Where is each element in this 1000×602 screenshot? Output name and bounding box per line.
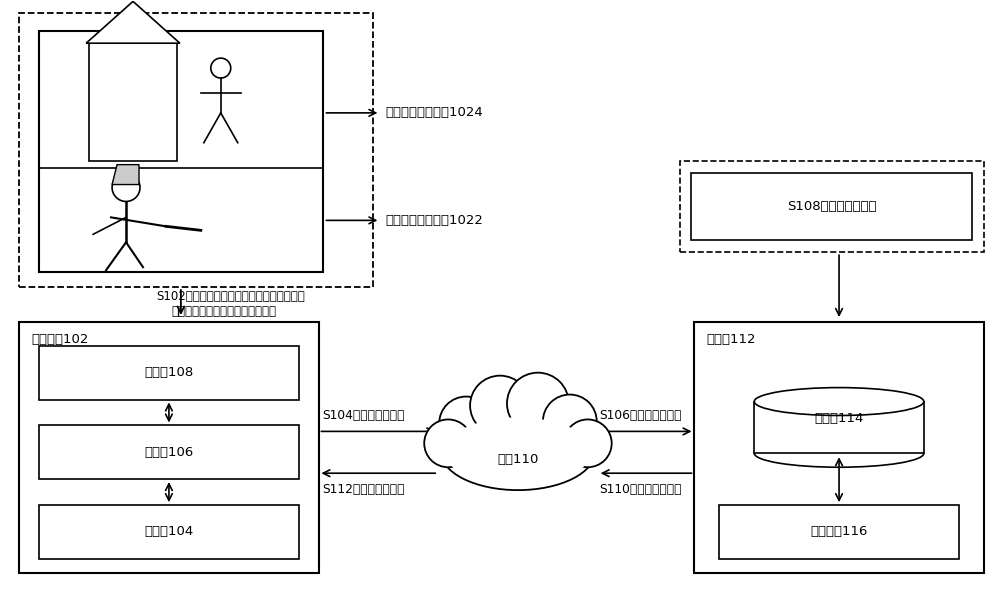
Bar	[19, 322, 319, 573]
Bar	[694, 322, 984, 573]
Polygon shape	[86, 1, 180, 43]
Bar	[680, 161, 984, 252]
Ellipse shape	[754, 439, 924, 467]
Circle shape	[543, 394, 597, 448]
Bar	[39, 31, 323, 272]
Bar	[39, 426, 299, 479]
Circle shape	[211, 58, 231, 78]
Text: 拟操作对象的攻击操作的命中信息: 拟操作对象的攻击操作的命中信息	[171, 305, 276, 318]
Text: 第一虚拟操作对象1022: 第一虚拟操作对象1022	[385, 214, 483, 227]
Text: S110，发送显示指令: S110，发送显示指令	[600, 483, 682, 495]
Circle shape	[112, 173, 140, 202]
Text: 网络110: 网络110	[497, 453, 539, 466]
Text: 存储器104: 存储器104	[144, 526, 194, 538]
Text: S102，获取第二虚拟操作对象相对于从属虚: S102，获取第二虚拟操作对象相对于从属虚	[156, 290, 305, 303]
Bar	[89, 43, 177, 161]
Bar	[691, 173, 972, 240]
Text: 用户设备102: 用户设备102	[31, 334, 89, 346]
Circle shape	[424, 420, 472, 467]
Text: 处理器106: 处理器106	[144, 446, 194, 459]
Text: 显示器108: 显示器108	[144, 366, 194, 379]
Text: S112，发送显示指令: S112，发送显示指令	[322, 483, 405, 495]
Polygon shape	[112, 164, 139, 185]
Circle shape	[507, 373, 569, 435]
Circle shape	[564, 420, 612, 467]
Text: 数据库114: 数据库114	[814, 412, 864, 425]
Bar	[39, 346, 299, 400]
Bar	[757, 389, 921, 403]
Text: 处理引擎116: 处理引擎116	[810, 526, 868, 538]
Bar	[719, 505, 959, 559]
Circle shape	[439, 397, 493, 450]
Bar	[19, 13, 373, 287]
Circle shape	[470, 376, 530, 435]
Ellipse shape	[444, 417, 592, 485]
Bar	[754, 402, 924, 453]
Text: 从属虚拟操作对象1024: 从属虚拟操作对象1024	[385, 107, 483, 119]
Text: S106，发送命中信息: S106，发送命中信息	[600, 409, 682, 422]
Ellipse shape	[754, 388, 924, 415]
Text: S104，发送命中信息: S104，发送命中信息	[322, 409, 405, 422]
Bar	[39, 505, 299, 559]
Ellipse shape	[441, 412, 595, 490]
Text: S108，生成显示指令: S108，生成显示指令	[787, 200, 876, 213]
Text: 服务器112: 服务器112	[706, 334, 756, 346]
